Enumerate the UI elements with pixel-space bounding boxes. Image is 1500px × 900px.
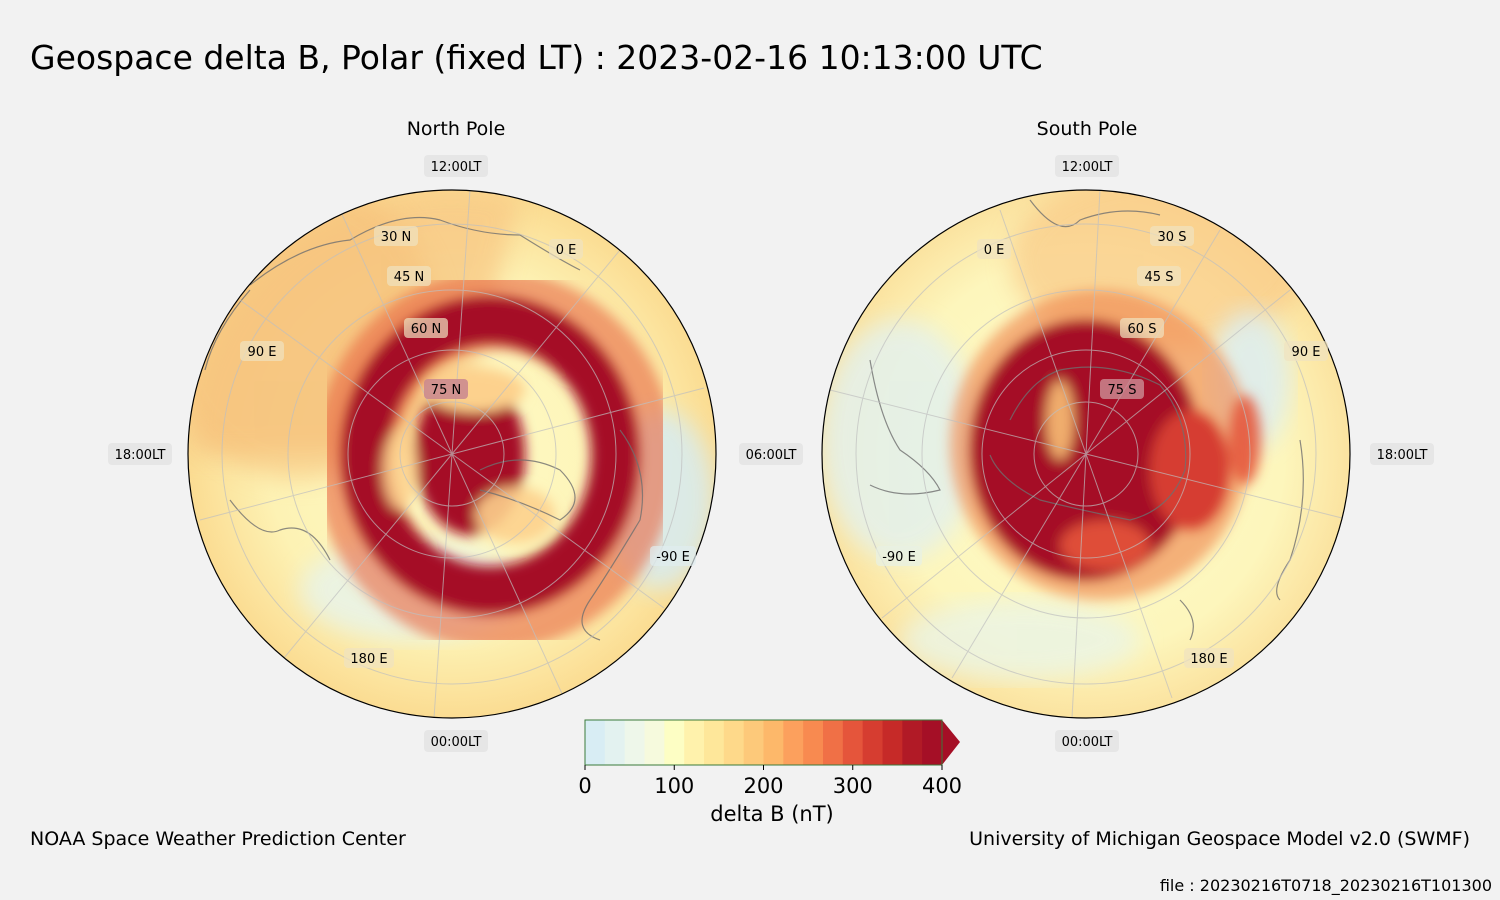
colorbar-swatch: [882, 720, 903, 765]
north-lat-75: 75 N: [431, 383, 461, 398]
north-lt-left: 18:00LT: [115, 448, 166, 463]
south-lt-labels: 12:00LT 00:00LT 18:00LT: [1055, 155, 1434, 752]
south-lon-180: 180 E: [1190, 652, 1227, 667]
south-lt-right: 18:00LT: [1377, 448, 1428, 463]
colorbar-swatch: [902, 720, 923, 765]
north-pole-map: [188, 190, 716, 718]
colorbar-swatch: [624, 720, 645, 765]
south-lat-45: 45 S: [1145, 270, 1174, 285]
colorbar-tick-label: 100: [654, 774, 694, 798]
colorbar-tick-label: 400: [922, 774, 962, 798]
north-lon-180: 180 E: [350, 652, 387, 667]
north-pole-title: North Pole: [407, 118, 506, 140]
colorbar-swatch: [922, 720, 943, 765]
file-note: file : 20230216T0718_20230216T101300: [1159, 876, 1492, 895]
north-lon-0: 0 E: [556, 243, 577, 258]
colorbar-tick-label: 0: [578, 774, 591, 798]
colorbar-swatch: [743, 720, 764, 765]
footer-credit-noaa: NOAA Space Weather Prediction Center: [30, 828, 406, 850]
north-lon-90: 90 E: [248, 345, 277, 360]
south-pole-map: [822, 190, 1350, 718]
colorbar-swatch: [664, 720, 685, 765]
south-lon-90: 90 E: [1292, 345, 1321, 360]
colorbar-swatch: [704, 720, 725, 765]
colorbar-tick-label: 300: [833, 774, 873, 798]
north-lt-bottom: 00:00LT: [431, 735, 482, 750]
colorbar-swatch: [585, 720, 606, 765]
north-lt-labels: 12:00LT 00:00LT 18:00LT 06:00LT: [108, 155, 803, 752]
north-lt-right: 06:00LT: [746, 448, 797, 463]
north-pole-boundary: [187, 189, 717, 719]
colorbar-swatch: [803, 720, 824, 765]
north-lt-top: 12:00LT: [431, 160, 482, 175]
colorbar-swatch: [862, 720, 883, 765]
colorbar-swatch: [684, 720, 705, 765]
south-lon-m90: -90 E: [882, 550, 916, 565]
colorbar-label: delta B (nT): [710, 802, 833, 826]
north-lat-30: 30 N: [381, 230, 411, 245]
north-lat-45: 45 N: [394, 270, 424, 285]
page-title: Geospace delta B, Polar (fixed LT) : 202…: [30, 38, 1043, 77]
south-lon-0: 0 E: [984, 243, 1005, 258]
north-grid-labels: 30 N 45 N 60 N 75 N 0 E 90 E -90 E 180 E: [240, 226, 696, 668]
colorbar-swatch: [783, 720, 804, 765]
colorbar: 0 100 200 300 400 delta B (nT): [578, 719, 962, 826]
colorbar-swatch: [842, 720, 864, 765]
colorbar-swatch: [723, 720, 745, 765]
south-lt-top: 12:00LT: [1062, 160, 1113, 175]
colorbar-swatch: [763, 720, 784, 765]
south-pole-boundary: [821, 189, 1351, 719]
south-lat-30: 30 S: [1158, 230, 1187, 245]
south-grid-labels: 30 S 45 S 60 S 75 S 0 E 90 E -90 E 180 E: [876, 226, 1328, 668]
footer-credit-umich: University of Michigan Geospace Model v2…: [969, 828, 1470, 850]
north-lon-m90: -90 E: [656, 550, 690, 565]
south-pole-title: South Pole: [1037, 118, 1138, 140]
south-lat-60: 60 S: [1128, 322, 1157, 337]
colorbar-swatch: [604, 720, 626, 765]
north-lat-60: 60 N: [411, 322, 441, 337]
colorbar-extend-arrow: [942, 720, 960, 765]
south-lat-75: 75 S: [1108, 383, 1137, 398]
colorbar-swatch: [644, 720, 665, 765]
colorbar-tick-label: 200: [743, 774, 783, 798]
colorbar-swatch: [823, 720, 844, 765]
south-lt-bottom: 00:00LT: [1062, 735, 1113, 750]
